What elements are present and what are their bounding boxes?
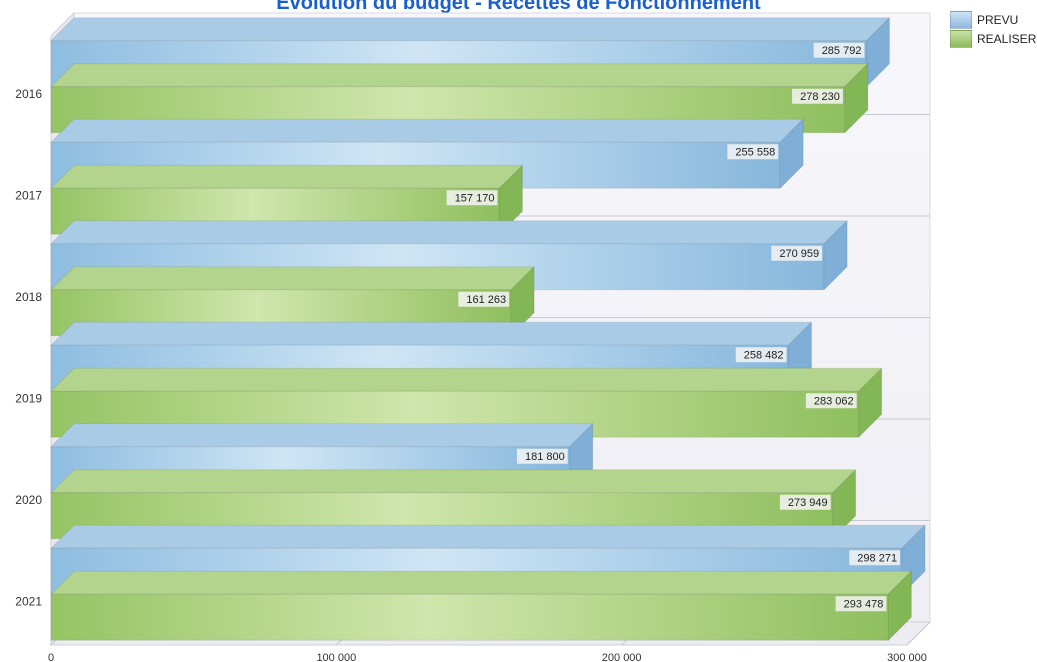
y-tick-label: 2016 [15, 87, 42, 101]
legend-swatch-realiser [950, 29, 972, 48]
bar-end-realiser [510, 265, 535, 337]
y-tick-label: 2018 [15, 290, 42, 304]
data-label-bg [727, 144, 779, 160]
bar-end-realiser [498, 164, 523, 236]
bar-top-prevu [49, 17, 891, 42]
y-tick-label: 2019 [15, 391, 42, 405]
bar-end-prevu [823, 219, 848, 291]
data-label-realiser-2016: 278 230 [800, 91, 840, 103]
bar-end-realiser [832, 468, 857, 540]
bar-top-prevu [49, 118, 805, 143]
legend-item-realiser[interactable]: REALISER [950, 29, 1036, 48]
data-label-bg [835, 596, 887, 612]
legend-label-prevu: PREVU [977, 12, 1019, 27]
data-label-prevu-2020: 181 800 [525, 451, 565, 463]
x-tick-label: 300 000 [887, 652, 927, 662]
bar-front-realiser [50, 593, 889, 641]
data-label-realiser-2018: 161 263 [466, 294, 506, 306]
bar-top-realiser [49, 164, 524, 189]
data-label-bg [735, 347, 787, 363]
bar-top-prevu [49, 220, 849, 245]
bar-end-prevu [779, 118, 804, 190]
data-label-prevu-2016: 285 792 [822, 45, 862, 57]
bar-end-realiser [858, 367, 883, 439]
bar-top-prevu [49, 524, 927, 549]
data-label-bg [779, 494, 831, 510]
bar-end-realiser [844, 62, 869, 134]
data-label-realiser-2019: 283 062 [814, 395, 854, 407]
legend: PREVU REALISER [950, 10, 1036, 48]
legend-swatch-prevu [950, 10, 972, 29]
data-label-realiser-2017: 157 170 [455, 192, 495, 204]
data-label-bg [792, 88, 843, 104]
bar-top-realiser [49, 469, 857, 494]
data-label-bg [446, 190, 498, 206]
y-tick-label: 2021 [15, 594, 42, 608]
data-label-prevu-2021: 298 271 [857, 552, 897, 564]
legend-label-realiser: REALISER [977, 31, 1037, 46]
data-label-bg [849, 550, 901, 566]
x-tick-label: 0 [48, 652, 54, 662]
data-label-prevu-2018: 270 959 [779, 248, 819, 260]
bar-end-realiser [887, 570, 912, 642]
data-label-prevu-2017: 255 558 [735, 146, 775, 158]
legend-item-prevu[interactable]: PREVU [950, 10, 1036, 29]
bar-top-prevu [49, 423, 594, 448]
x-tick-label: 100 000 [316, 652, 356, 662]
bar-realiser-2021: 293 478 [49, 570, 913, 642]
data-label-bg [813, 42, 865, 58]
chart-title: Evolution du budget - Recettes de Foncti… [276, 0, 761, 14]
data-label-bg [805, 393, 857, 409]
bar-top-prevu [49, 321, 813, 346]
bar-top-realiser [49, 266, 536, 291]
bar-top-realiser [49, 63, 870, 88]
x-tick-line [906, 621, 931, 646]
y-tick-label: 2017 [15, 188, 42, 202]
data-label-bg [458, 291, 510, 307]
y-tick-label: 2020 [15, 493, 42, 507]
bar-top-realiser [49, 570, 913, 595]
data-label-prevu-2019: 258 482 [744, 349, 784, 361]
bar-top-realiser [49, 367, 883, 392]
x-tick-label: 200 000 [602, 652, 642, 662]
data-label-bg [516, 448, 568, 464]
data-label-realiser-2020: 273 949 [788, 497, 828, 509]
data-label-realiser-2021: 293 478 [844, 598, 884, 610]
data-label-bg [771, 245, 823, 261]
